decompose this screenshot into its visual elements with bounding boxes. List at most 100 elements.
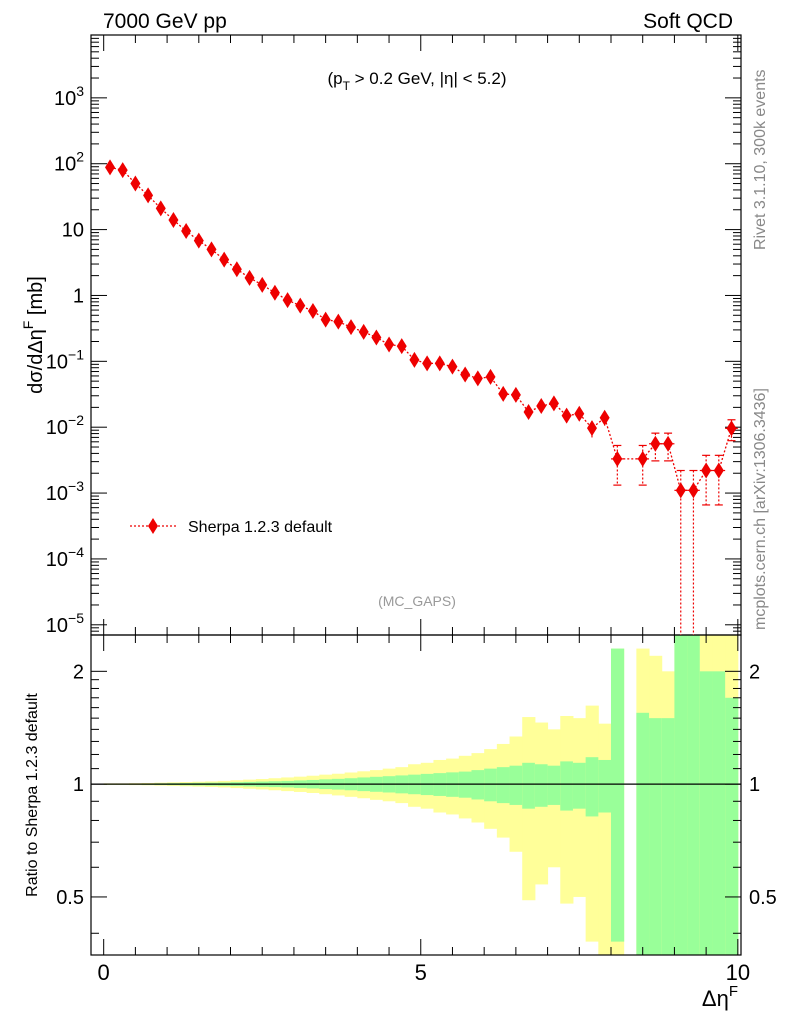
ratio-y-tick-label: 2 [73, 661, 84, 683]
main-y-tick-label: 10−5 [46, 610, 84, 637]
ratio-panel: 0 5 10 0.5 0.5 1 1 2 2 [56, 634, 777, 985]
mcplots-label: mcplots.cern.ch [arXiv:1306.3436] [752, 388, 769, 630]
inner-band-bin [585, 757, 599, 817]
data-point [536, 397, 547, 414]
rivet-label: Rivet 3.1.10, 300k events [752, 69, 769, 250]
ratio-y-tick-label: 1 [73, 774, 84, 796]
data-point [523, 404, 534, 421]
data-point [295, 297, 306, 314]
ratio-y-tick-label-right: 2 [749, 661, 760, 683]
header-left: 7000 GeV pp [103, 10, 227, 33]
data-point [206, 241, 217, 258]
main-y-tick-label: 10−1 [46, 346, 84, 373]
inner-band-bin [611, 648, 625, 942]
data-point [726, 420, 737, 437]
inner-band-bin [699, 671, 713, 955]
inner-band-bin [496, 767, 511, 804]
data-point [561, 407, 572, 424]
main-y-tick-label: 10−4 [46, 544, 84, 571]
outer-band-bin [598, 723, 612, 955]
data-point [143, 187, 154, 204]
data-point [193, 232, 204, 249]
data-point [168, 211, 179, 228]
inner-band-bin [534, 764, 549, 807]
data-point [269, 284, 280, 301]
data-point [688, 482, 699, 499]
inner-band-bin [687, 635, 701, 955]
inner-band-bin [522, 762, 536, 809]
data-point [130, 175, 141, 192]
data-point [422, 355, 433, 372]
data-point [650, 435, 661, 452]
x-axis-label: ΔηF [702, 983, 738, 1011]
ratio-y-tick-label-right: 1 [749, 774, 760, 796]
main-y-tick-label: 10−2 [46, 412, 84, 439]
inner-band-bin [560, 761, 574, 811]
main-y-tick-label: 103 [54, 83, 84, 110]
legend-label: Sherpa 1.2.3 default [188, 519, 333, 536]
data-point [117, 162, 128, 179]
data-point [333, 313, 344, 330]
data-point [257, 276, 268, 293]
data-point [282, 292, 293, 309]
data-point [599, 409, 610, 426]
data-point [460, 366, 471, 383]
data-point [181, 223, 192, 240]
inner-band-bin [649, 718, 663, 955]
main-y-tick-label: 10 [62, 220, 84, 242]
data-point [701, 462, 712, 479]
data-point [231, 261, 242, 278]
inner-band-bin [725, 697, 739, 955]
x-tick-label: 0 [98, 960, 110, 985]
data-point [447, 358, 458, 375]
inner-band-bin [471, 770, 485, 800]
inner-band-bin [674, 635, 688, 955]
main-panel: 10−5 10−4 10−3 10−2 10−1 1 10 102 103 [46, 34, 742, 637]
legend-marker [148, 518, 158, 534]
inner-band-bin [484, 768, 498, 802]
data-point [612, 450, 623, 467]
data-point [155, 200, 166, 217]
data-point [498, 385, 509, 402]
data-point [713, 462, 724, 479]
data-point [663, 435, 674, 452]
outer-band-bin [585, 705, 599, 942]
main-y-axis-label: dσ/dΔηF [mb] [20, 276, 47, 394]
x-tick-label: 5 [415, 960, 427, 985]
ratio-y-tick-label: 0.5 [56, 887, 84, 909]
data-point [510, 386, 521, 403]
data-point [409, 351, 420, 368]
inner-band-bin [509, 765, 523, 805]
data-point [384, 336, 395, 353]
data-point [396, 338, 407, 355]
inner-band-bin [661, 718, 675, 955]
main-y-tick-label: 1 [73, 285, 84, 307]
data-point [346, 319, 356, 336]
data-point [586, 420, 597, 437]
data-point [485, 368, 496, 385]
series-connector-line [109, 166, 733, 491]
analysis-tag: (MC_GAPS) [378, 593, 456, 609]
data-point [434, 355, 445, 372]
data-point [105, 159, 116, 176]
header-right: Soft QCD [643, 10, 733, 33]
inner-band-bin [636, 712, 650, 955]
inner-band-bin [598, 759, 612, 813]
ratio-y-axis-label: Ratio to Sherpa 1.2.3 default [24, 693, 41, 897]
main-y-tick-label: 102 [54, 149, 84, 176]
main-y-tick-label: 10−3 [46, 478, 84, 505]
data-point [472, 370, 483, 387]
data-point [675, 482, 686, 499]
data-point [320, 311, 331, 328]
main-plot-frame [90, 34, 742, 636]
data-point [219, 251, 230, 268]
data-point [548, 395, 559, 412]
x-tick-label: 10 [726, 960, 750, 985]
data-point [358, 323, 369, 340]
data-point [637, 450, 648, 467]
ratio-y-tick-label-right: 0.5 [749, 887, 777, 909]
data-point [371, 329, 382, 346]
data-point [244, 269, 255, 286]
legend: Sherpa 1.2.3 default [130, 518, 333, 536]
